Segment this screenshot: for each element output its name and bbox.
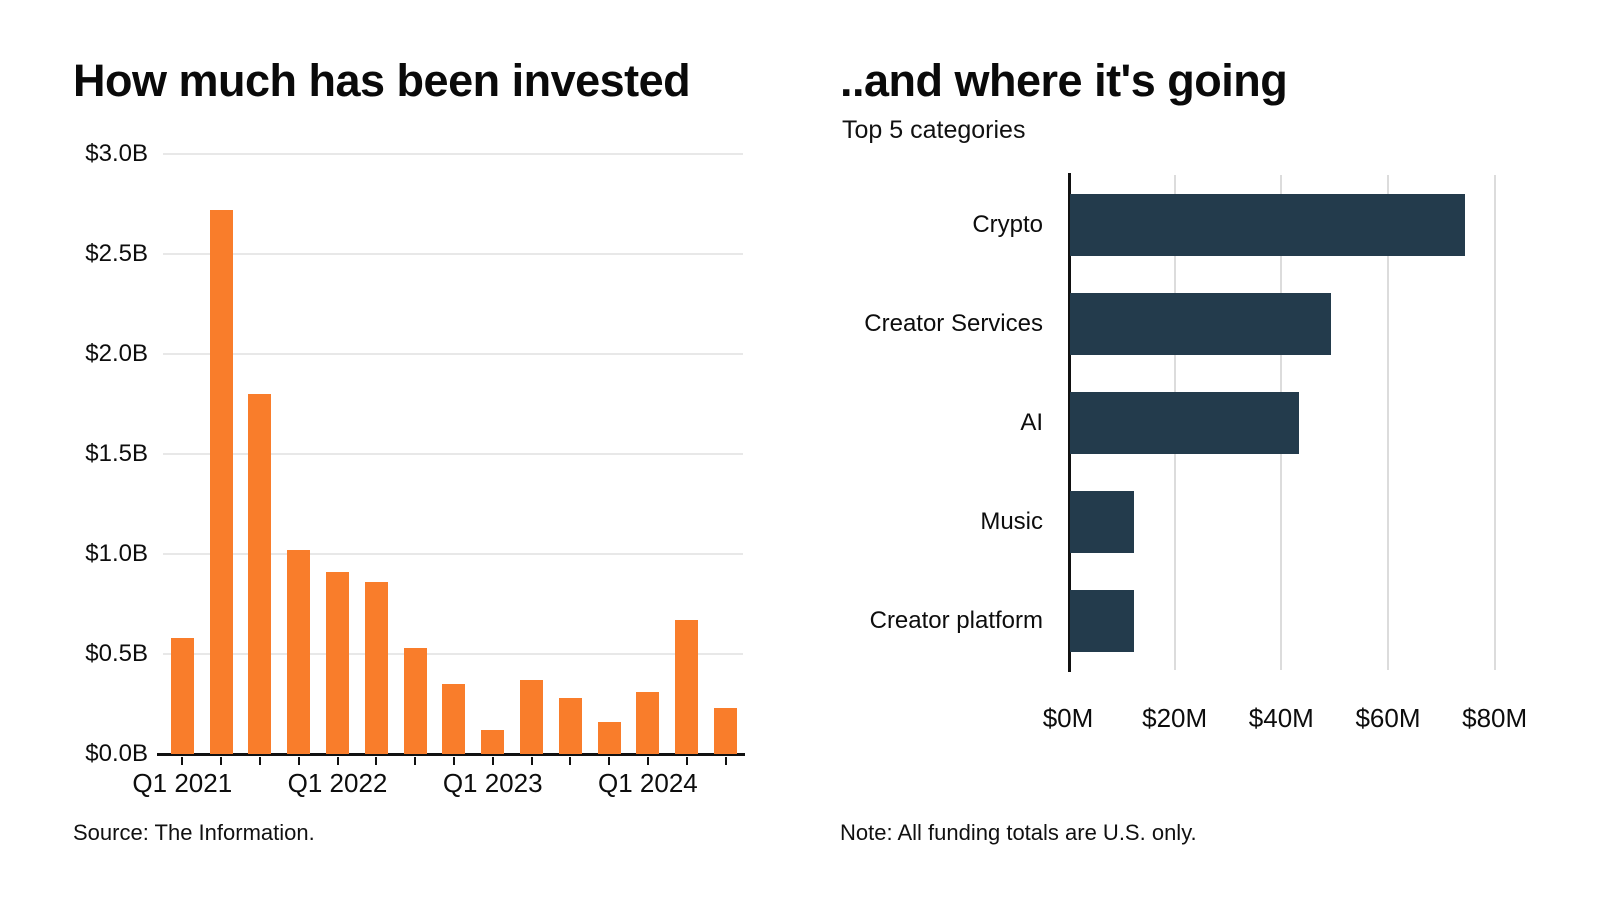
- x-tick-label: Q1 2023: [442, 768, 543, 798]
- categories-bar-chart: [1068, 173, 1548, 672]
- axis-tick: [685, 757, 688, 765]
- bar-crypto: [1070, 193, 1465, 256]
- bar-q2-2021: [209, 210, 233, 754]
- bar-q1-2024: [636, 692, 660, 754]
- axis-tick: [530, 757, 533, 765]
- y-tick-label: $1.5B: [85, 440, 148, 467]
- x-tick-label: $60M: [1355, 703, 1421, 733]
- category-label: Creator Services: [864, 309, 1043, 337]
- axis-tick: [336, 757, 339, 765]
- axis-tick: [181, 757, 184, 765]
- right-x-axis-labels: $0M $20M $40M $60M $80M: [1043, 703, 1548, 733]
- bar-q2-2023: [520, 680, 543, 754]
- gridline: [163, 153, 743, 155]
- left-x-axis-labels: Q1 2021 Q1 2022 Q1 2023 Q1 2024: [132, 768, 743, 798]
- axis-tick: [569, 757, 572, 765]
- axis-tick: [646, 757, 649, 765]
- funding-note: Note: All funding totals are U.S. only.: [840, 820, 1197, 845]
- bar-q1-2023: [481, 730, 505, 754]
- axis-tick: [724, 757, 727, 765]
- bar-q3-2023: [558, 698, 582, 754]
- x-tick-label: Q1 2022: [287, 768, 388, 798]
- bar-q3-2024: [714, 708, 737, 754]
- x-tick-label: $80M: [1462, 703, 1528, 733]
- axis-tick: [608, 757, 611, 765]
- y-tick-label: $2.5B: [85, 240, 148, 267]
- category-label: Crypto: [972, 210, 1043, 238]
- gridline: [163, 453, 743, 455]
- vertical-gridline: [1387, 175, 1389, 670]
- invested-bar-chart: [157, 153, 745, 765]
- source-note: Source: The Information.: [73, 820, 315, 845]
- bar-q1-2021: [170, 638, 194, 754]
- bar-q4-2021: [287, 550, 311, 754]
- bar-q3-2022: [403, 648, 427, 754]
- category-labels: Crypto Creator Services AI Music Creator pla…: [810, 175, 1043, 670]
- x-tick-label: Q1 2021: [132, 768, 233, 798]
- gridline: [163, 253, 743, 255]
- bar-ai: [1070, 391, 1300, 454]
- category-label: Creator platform: [869, 606, 1043, 634]
- gridline: [163, 653, 743, 655]
- bar-creator-platform: [1070, 589, 1134, 652]
- y-tick-label: $0.0B: [85, 740, 148, 767]
- bar-q4-2022: [442, 684, 466, 754]
- right-chart-subtitle: Top 5 categories: [842, 116, 1026, 144]
- y-tick-label: $2.0B: [85, 340, 148, 367]
- bar-q2-2024: [675, 620, 699, 754]
- bar-music: [1070, 490, 1134, 553]
- axis-tick: [220, 757, 223, 765]
- y-tick-label: $3.0B: [85, 140, 148, 167]
- x-axis-line: [157, 753, 745, 756]
- x-tick-label: $0M: [1042, 703, 1094, 733]
- x-tick-label: Q1 2024: [598, 768, 698, 798]
- left-chart-title: How much has been invested: [73, 55, 691, 106]
- gridline: [163, 353, 743, 355]
- axis-tick: [375, 757, 378, 765]
- axis-tick: [491, 757, 494, 765]
- category-label: AI: [1020, 408, 1043, 436]
- axis-tick: [414, 757, 417, 765]
- y-tick-label: $0.5B: [85, 640, 148, 667]
- vertical-gridline: [1493, 175, 1496, 670]
- right-chart-title: ..and where it's going: [840, 55, 1288, 106]
- axis-tick: [258, 757, 261, 765]
- axis-tick: [452, 757, 455, 765]
- bar-q2-2022: [364, 582, 388, 754]
- bar-q4-2023: [597, 722, 621, 754]
- x-tick-label: $20M: [1142, 703, 1208, 733]
- bar-q1-2022: [326, 572, 349, 754]
- bar-creator-services: [1070, 292, 1332, 355]
- category-label: Music: [980, 507, 1043, 535]
- y-axis-line: [1068, 173, 1071, 672]
- x-tick-label: $40M: [1248, 703, 1314, 733]
- y-tick-label: $1.0B: [85, 540, 148, 567]
- left-y-axis-labels: $0.0B $0.5B $1.0B $1.5B $2.0B $2.5B $3.0B: [58, 140, 148, 767]
- axis-tick: [297, 757, 300, 765]
- gridline: [163, 553, 743, 555]
- bar-q3-2021: [248, 394, 272, 754]
